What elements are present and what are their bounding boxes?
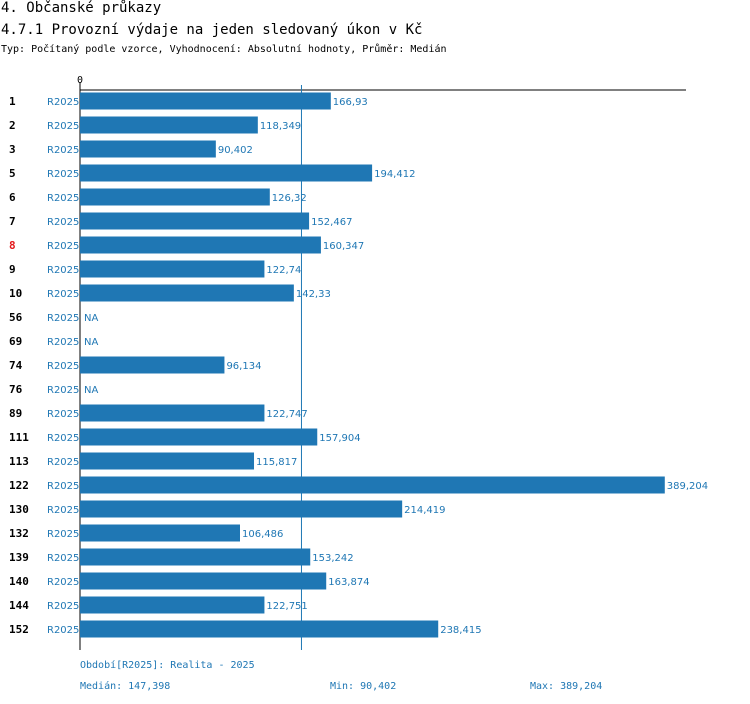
bar: [80, 524, 240, 542]
category-label: 76: [9, 383, 23, 396]
category-label: 8: [9, 239, 16, 252]
category-label: 111: [9, 431, 29, 444]
data-label: 126,32: [272, 193, 307, 204]
period-label: R2025: [47, 625, 79, 636]
data-label: 115,817: [256, 457, 297, 468]
data-label: 153,242: [312, 553, 353, 564]
bar: [80, 572, 327, 590]
bar: [80, 428, 318, 446]
bar: [80, 284, 294, 302]
data-label: 163,874: [328, 577, 369, 588]
bar: [80, 212, 310, 230]
bar: [80, 356, 225, 374]
category-label: 5: [9, 167, 16, 180]
period-label: R2025: [47, 145, 79, 156]
min-summary: Min: 90,402: [330, 681, 397, 692]
category-label: 6: [9, 191, 16, 204]
category-label: 144: [9, 599, 29, 612]
period-label: R2025: [47, 385, 79, 396]
category-label: 56: [9, 311, 23, 324]
data-label: NA: [84, 385, 98, 396]
period-label: R2025: [47, 265, 79, 276]
category-label: 132: [9, 527, 29, 540]
data-label: 157,904: [319, 433, 360, 444]
bar: [80, 164, 373, 182]
data-label: 122,747: [266, 409, 307, 420]
category-label: 69: [9, 335, 22, 348]
period-label: R2025: [47, 457, 79, 468]
period-label: R2025: [47, 481, 79, 492]
data-label: 214,419: [404, 505, 445, 516]
data-label: 106,486: [242, 529, 283, 540]
period-note: Období[R2025]: Realita - 2025: [80, 660, 255, 671]
category-label: 2: [9, 119, 16, 132]
chart-title: 4.7.1 Provozní výdaje na jeden sledovaný…: [1, 22, 423, 38]
category-label: 89: [9, 407, 22, 420]
bar-chart: 0 1 R2025 166,93 2 R2025 118,349 3 R2025 90,402 5 R…: [9, 75, 708, 650]
category-label: 1: [9, 95, 16, 108]
period-label: R2025: [47, 121, 79, 132]
bar: [80, 140, 216, 158]
category-label: 130: [9, 503, 29, 516]
bar: [80, 236, 321, 254]
section-title: 4. Občanské průkazy: [1, 0, 162, 16]
data-label: 238,415: [440, 625, 481, 636]
period-label: R2025: [47, 529, 79, 540]
period-label: R2025: [47, 97, 79, 108]
data-label: 122,74: [266, 265, 301, 276]
period-label: R2025: [47, 193, 79, 204]
bar: [80, 404, 265, 422]
period-label: R2025: [47, 553, 79, 564]
data-label: 96,134: [226, 361, 261, 372]
data-label: NA: [84, 337, 98, 348]
period-label: R2025: [47, 601, 79, 612]
data-label: 152,467: [311, 217, 352, 228]
category-label: 139: [9, 551, 29, 564]
data-label: 118,349: [260, 121, 301, 132]
bar: [80, 620, 439, 638]
bar: [80, 548, 311, 566]
category-label: 9: [9, 263, 16, 276]
median-summary: Medián: 147,398: [80, 681, 171, 692]
period-label: R2025: [47, 433, 79, 444]
category-label: 140: [9, 575, 29, 588]
period-label: R2025: [47, 361, 79, 372]
bar: [80, 260, 265, 278]
data-label: NA: [84, 313, 98, 324]
period-label: R2025: [47, 337, 79, 348]
period-label: R2025: [47, 169, 79, 180]
data-label: 142,33: [296, 289, 331, 300]
data-label: 90,402: [218, 145, 253, 156]
category-label: 122: [9, 479, 29, 492]
data-label: 166,93: [333, 97, 368, 108]
category-label: 10: [9, 287, 22, 300]
data-label: 389,204: [667, 481, 708, 492]
data-label: 160,347: [323, 241, 364, 252]
bar: [80, 92, 331, 110]
period-label: R2025: [47, 505, 79, 516]
period-label: R2025: [47, 313, 79, 324]
chart-subtitle: Typ: Počítaný podle vzorce, Vyhodnocení:…: [1, 44, 447, 55]
period-label: R2025: [47, 241, 79, 252]
bar: [80, 596, 265, 614]
max-summary: Max: 389,204: [530, 681, 603, 692]
bar: [80, 500, 403, 518]
bar: [80, 452, 255, 470]
period-label: R2025: [47, 217, 79, 228]
period-label: R2025: [47, 409, 79, 420]
category-label: 7: [9, 215, 16, 228]
x-tick-label: 0: [77, 75, 83, 86]
period-label: R2025: [47, 289, 79, 300]
category-label: 3: [9, 143, 16, 156]
data-label: 194,412: [374, 169, 415, 180]
category-label: 74: [9, 359, 23, 372]
data-label: 122,751: [266, 601, 307, 612]
bar: [80, 476, 665, 494]
category-label: 152: [9, 623, 29, 636]
bar: [80, 116, 258, 134]
bar: [80, 188, 270, 206]
category-label: 113: [9, 455, 29, 468]
period-label: R2025: [47, 577, 79, 588]
